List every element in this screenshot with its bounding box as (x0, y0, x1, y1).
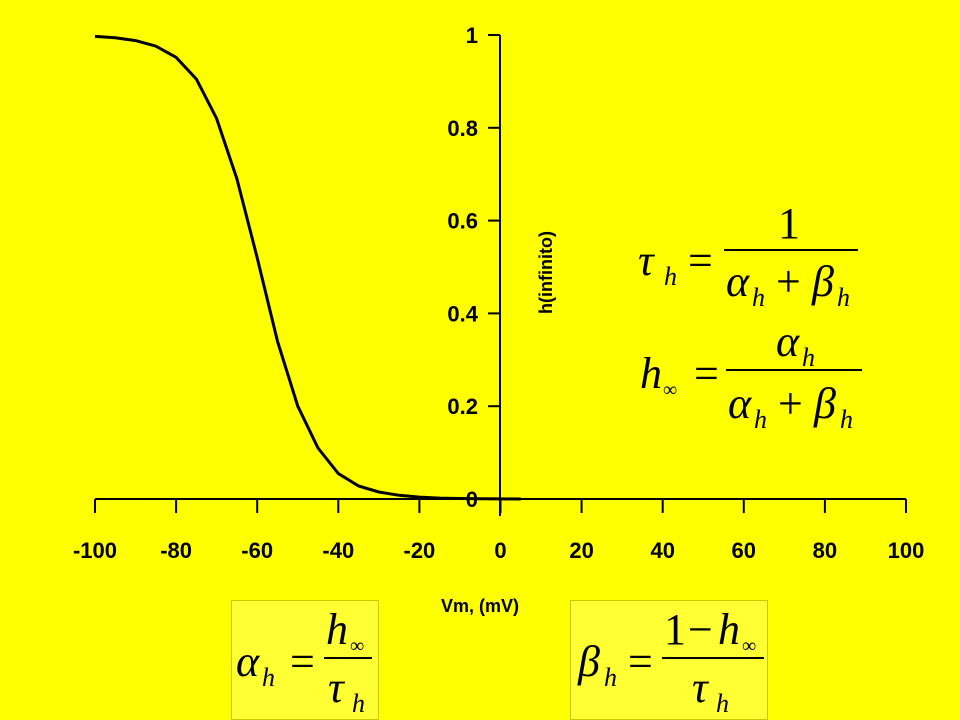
x-tick-label: -60 (241, 538, 273, 563)
svg-text:∞: ∞ (350, 635, 364, 657)
y-tick-label: 0.8 (447, 116, 478, 141)
svg-text:=: = (694, 349, 719, 398)
x-tick-label: 100 (888, 538, 925, 563)
svg-text:h: h (604, 663, 617, 692)
x-tick-label: 80 (813, 538, 837, 563)
svg-text:α: α (776, 317, 800, 366)
ticks: -100 -80 -60 -40 -20 0 20 40 60 80 10000.20.40.60.… (73, 23, 924, 563)
svg-text:τ: τ (692, 663, 710, 712)
svg-text:h: h (716, 689, 729, 718)
h-infinity-curve (94, 34, 521, 501)
beta-equation: β h = 1 − h ∞ τ h (577, 605, 764, 718)
svg-text:h: h (802, 343, 815, 372)
svg-text:=: = (290, 637, 315, 686)
y-tick-label: 0.4 (447, 301, 478, 326)
svg-text:∞: ∞ (742, 635, 756, 657)
x-tick-label: 60 (732, 538, 756, 563)
svg-text:h: h (664, 262, 677, 291)
x-tick-label: 40 (650, 538, 674, 563)
svg-text:α: α (726, 257, 750, 306)
svg-text:h: h (837, 283, 850, 312)
svg-text:h: h (262, 663, 275, 692)
svg-text:−: − (688, 605, 713, 654)
x-tick-label: 20 (569, 538, 593, 563)
x-tick-label: -80 (160, 538, 192, 563)
x-tick-label: 0 (494, 538, 506, 563)
alpha-equation-box (231, 600, 379, 720)
alpha-equation: α h = h ∞ τ h (236, 605, 372, 718)
x-axis-title: Vm, (mV) (441, 596, 519, 616)
svg-text:α: α (728, 379, 752, 428)
svg-text:τ: τ (638, 236, 656, 285)
svg-text:+: + (778, 379, 803, 428)
svg-text:h: h (718, 605, 740, 654)
y-tick-label: 0.6 (447, 209, 478, 234)
svg-text:τ: τ (328, 663, 346, 712)
svg-text:∞: ∞ (663, 379, 677, 401)
svg-text:h: h (640, 349, 662, 398)
x-tick-label: -40 (322, 538, 354, 563)
svg-text:β: β (813, 379, 836, 428)
y-tick-label: 0.2 (447, 394, 478, 419)
svg-text:=: = (628, 637, 653, 686)
svg-text:β: β (577, 637, 600, 686)
svg-text:h: h (840, 405, 853, 434)
svg-text:h: h (754, 405, 767, 434)
beta-equation-box (570, 600, 768, 720)
svg-text:β: β (811, 257, 834, 306)
svg-text:h: h (352, 689, 365, 718)
svg-text:1: 1 (778, 199, 800, 248)
svg-text:h: h (752, 283, 765, 312)
svg-text:1: 1 (664, 605, 686, 654)
svg-text:α: α (236, 637, 260, 686)
y-axis-title: h(infinito) (536, 231, 556, 314)
x-tick-label: -100 (73, 538, 117, 563)
h-infinity-equation: h ∞ = α h α h + β h (640, 317, 862, 434)
y-tick-label: 1 (466, 23, 478, 48)
tau-equation: τ h = 1 α h + β h (638, 199, 858, 312)
svg-text:h: h (326, 605, 348, 654)
svg-text:+: + (776, 257, 801, 306)
x-tick-label: -20 (404, 538, 436, 563)
svg-text:=: = (688, 236, 713, 285)
